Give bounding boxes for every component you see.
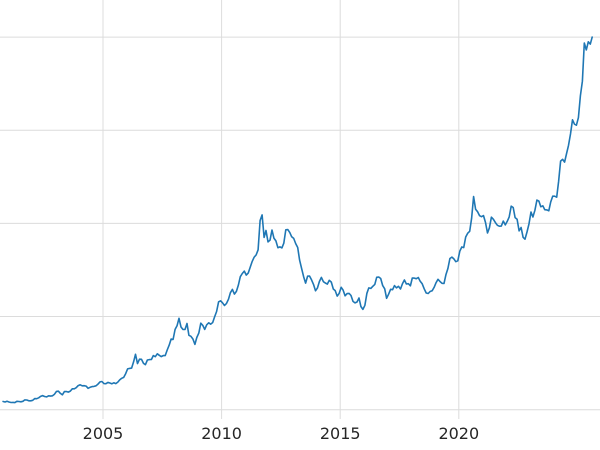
price-line xyxy=(2,36,593,404)
x-tick-label: 2005 xyxy=(83,424,124,443)
x-tick-label: 2015 xyxy=(320,424,361,443)
x-tick-label: 2010 xyxy=(201,424,242,443)
x-tick-label: 2020 xyxy=(438,424,479,443)
